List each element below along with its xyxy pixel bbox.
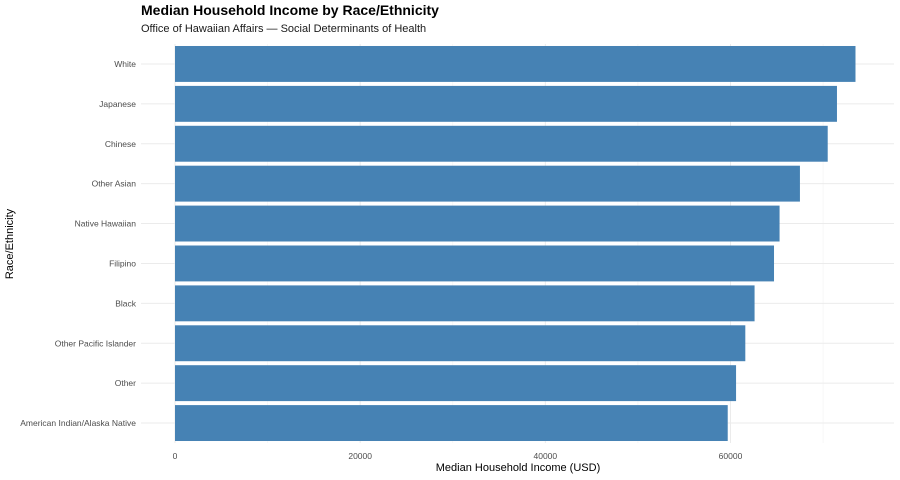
- bar: [175, 45, 856, 82]
- y-tick-label: Filipino: [109, 258, 136, 268]
- bar: [175, 245, 775, 282]
- y-axis-title: Race/Ethnicity: [4, 208, 16, 279]
- y-tick-label: Japanese: [99, 99, 136, 109]
- x-tick-label: 0: [173, 451, 178, 461]
- bar: [175, 205, 780, 242]
- x-tick-labels: 0 20000 40000 60000: [173, 451, 743, 461]
- y-tick-label: Chinese: [105, 139, 136, 149]
- bar: [175, 85, 837, 122]
- y-tick-label: Native Hawaiian: [75, 219, 137, 229]
- x-axis-title: Median Household Income (USD): [436, 462, 600, 474]
- bar: [175, 165, 800, 202]
- x-tick-label: 20000: [348, 451, 372, 461]
- y-tick-label: Other Asian: [92, 179, 137, 189]
- bar: [175, 405, 728, 442]
- chart-subtitle: Office of Hawaiian Affairs — Social Dete…: [141, 23, 426, 35]
- y-tick-labels: White Japanese Chinese Other Asian Native Ha…: [20, 59, 137, 428]
- x-tick-label: 60000: [719, 451, 743, 461]
- y-tick-label: American Indian/Alaska Native: [20, 418, 136, 428]
- chart-title: Median Household Income by Race/Ethnicit…: [141, 2, 439, 18]
- bar-layer: [175, 45, 856, 442]
- y-tick-label: Black: [115, 298, 137, 308]
- y-tick-label: White: [114, 59, 136, 69]
- y-tick-label: Other: [115, 378, 136, 388]
- bar: [175, 125, 828, 162]
- x-tick-label: 40000: [534, 451, 558, 461]
- bar: [175, 325, 746, 362]
- bar: [175, 285, 755, 322]
- bar: [175, 365, 737, 402]
- y-tick-label: Other Pacific Islander: [55, 338, 136, 348]
